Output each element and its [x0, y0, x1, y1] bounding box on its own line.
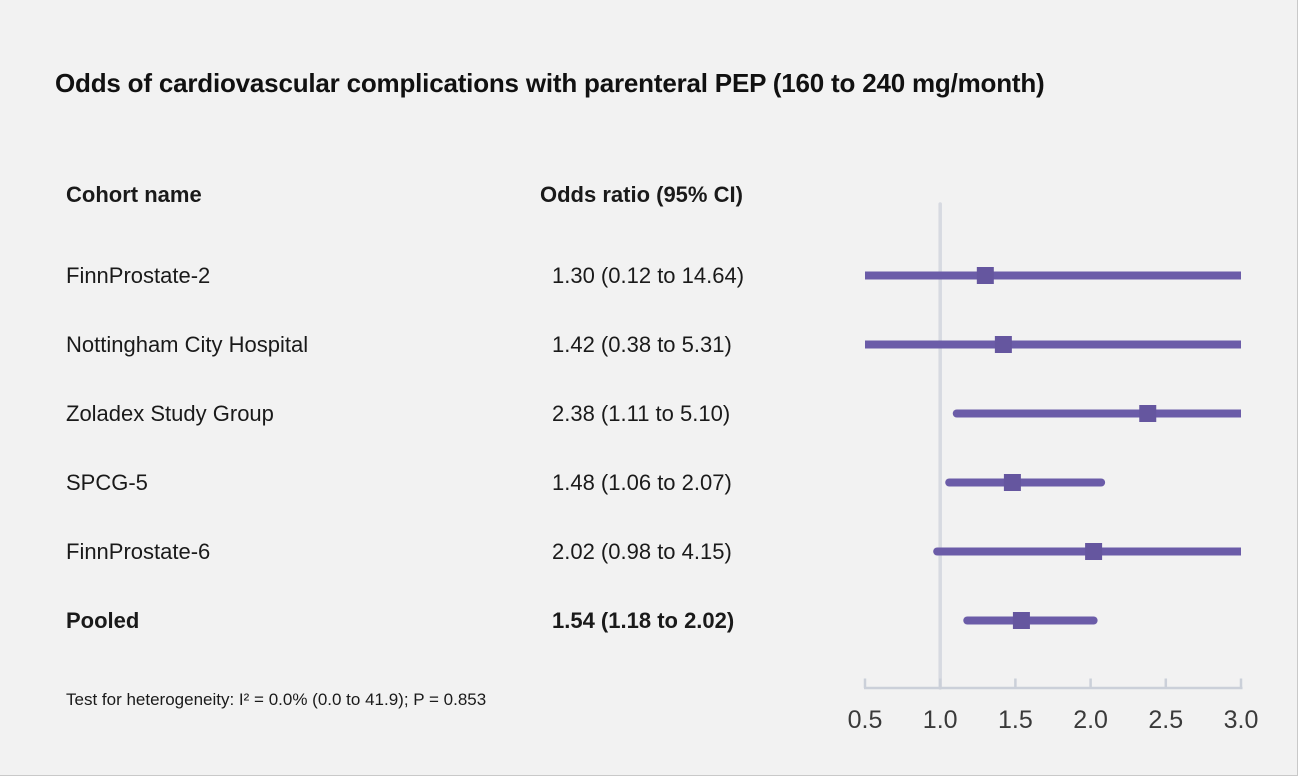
- point-estimate-marker: [994, 336, 1012, 353]
- ci-line-cap: [1089, 616, 1098, 625]
- point-estimate-marker: [1139, 405, 1157, 422]
- point-estimate-marker: [1003, 474, 1021, 491]
- x-axis-label: 3.0: [1223, 706, 1259, 734]
- column-header-odds-ratio: Odds ratio (95% CI): [540, 182, 743, 207]
- cohort-name: Pooled: [66, 607, 140, 633]
- ci-line-cap: [945, 478, 954, 487]
- odds-ratio-value: 2.02 (0.98 to 4.15): [552, 538, 732, 564]
- odds-ratio-value: 1.42 (0.38 to 5.31): [552, 331, 732, 357]
- cohort-name: Zoladex Study Group: [66, 400, 274, 426]
- cohort-name: FinnProstate-6: [66, 538, 211, 564]
- odds-ratio-value: 1.48 (1.06 to 2.07): [552, 469, 732, 495]
- x-axis-label: 1.5: [998, 706, 1033, 734]
- ci-line-cap: [963, 616, 972, 625]
- cohort-name: SPCG-5: [66, 469, 148, 495]
- odds-ratio-value: 2.38 (1.11 to 5.10): [552, 400, 731, 426]
- column-header-cohort-name: Cohort name: [66, 182, 202, 207]
- x-axis-label: 1.0: [922, 706, 958, 734]
- x-axis-label: 2.0: [1073, 706, 1108, 734]
- cohort-name: FinnProstate-2: [66, 262, 211, 288]
- point-estimate-marker: [976, 267, 994, 284]
- cohort-name: Nottingham City Hospital: [66, 331, 309, 357]
- ci-line-cap: [1097, 478, 1106, 487]
- point-estimate-marker: [1012, 612, 1030, 629]
- x-axis-label: 0.5: [847, 706, 883, 734]
- point-estimate-marker: [1085, 543, 1103, 560]
- odds-ratio-value: 1.30 (0.12 to 14.64): [552, 262, 745, 288]
- heterogeneity-footnote: Test for heterogeneity: I² = 0.0% (0.0 t…: [66, 690, 487, 709]
- x-axis-label: 2.5: [1148, 706, 1184, 734]
- page-title: Odds of cardiovascular complications wit…: [55, 68, 1045, 98]
- ci-line-cap: [952, 409, 961, 418]
- odds-ratio-value: 1.54 (1.18 to 2.02): [552, 607, 735, 633]
- ci-line-cap: [933, 547, 942, 556]
